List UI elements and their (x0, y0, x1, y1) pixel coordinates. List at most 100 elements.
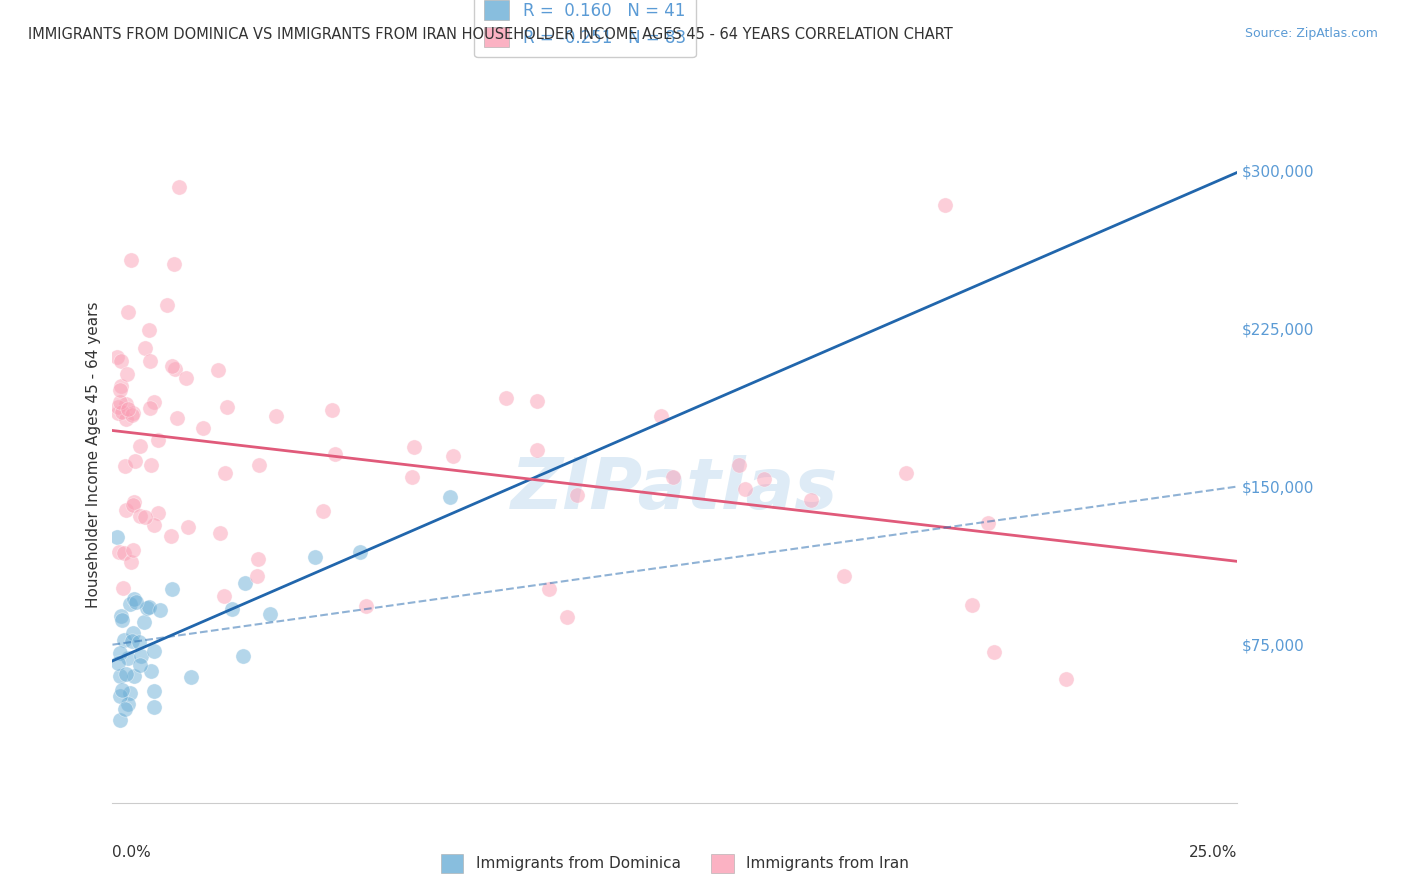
Point (141, 664, 163, 678)
Point (304, 550, 326, 565)
Point (734, 482, 756, 496)
Point (117, 650, 139, 665)
Point (107, 351, 129, 365)
Point (149, 603, 172, 617)
Point (124, 454, 146, 468)
Point (650, 409, 672, 423)
Legend: Immigrants from Dominica, Immigrants from Iran: Immigrants from Dominica, Immigrants fro… (434, 847, 915, 879)
Point (120, 686, 142, 700)
Point (160, 529, 183, 543)
Point (129, 657, 152, 672)
Point (323, 447, 346, 461)
Point (177, 519, 200, 533)
Point (121, 633, 143, 648)
Point (143, 644, 166, 658)
Point (212, 589, 235, 603)
Point (108, 544, 131, 558)
Point (402, 440, 425, 454)
Point (120, 252, 142, 267)
Point (121, 626, 143, 640)
Text: 0.0%: 0.0% (112, 845, 152, 860)
Point (129, 439, 152, 453)
Point (495, 392, 517, 406)
Point (727, 458, 749, 472)
Point (108, 647, 131, 661)
Point (217, 400, 239, 414)
Point (264, 409, 287, 423)
Point (167, 179, 190, 194)
Point (166, 411, 188, 425)
Point (108, 668, 131, 682)
Point (555, 609, 578, 624)
Point (233, 575, 256, 590)
Point (112, 632, 135, 647)
Point (107, 400, 129, 414)
Point (142, 700, 165, 714)
Point (117, 698, 139, 712)
Point (155, 298, 177, 312)
Point (354, 599, 377, 613)
Point (122, 495, 145, 509)
Point (754, 472, 776, 486)
Point (135, 601, 157, 615)
Point (894, 467, 917, 481)
Point (115, 503, 138, 517)
Point (214, 467, 236, 481)
Point (110, 378, 132, 392)
Point (115, 667, 138, 681)
Point (141, 458, 163, 473)
Point (526, 393, 548, 408)
Point (142, 518, 165, 533)
Point (800, 492, 823, 507)
Point (246, 568, 269, 582)
Point (259, 607, 281, 621)
Text: ZIPatlas: ZIPatlas (512, 455, 838, 524)
Point (1054, 672, 1077, 686)
Point (122, 669, 145, 683)
Point (112, 546, 135, 560)
Point (138, 323, 160, 337)
Point (118, 597, 141, 611)
Point (148, 433, 170, 447)
Point (110, 689, 132, 703)
Point (538, 582, 561, 597)
Text: 25.0%: 25.0% (1189, 845, 1237, 860)
Point (401, 470, 423, 484)
Point (191, 421, 214, 435)
Point (107, 406, 129, 420)
Point (122, 543, 145, 558)
Point (111, 581, 134, 595)
Point (441, 449, 464, 463)
Point (143, 684, 166, 698)
Point (111, 405, 134, 419)
Point (232, 649, 254, 664)
Point (208, 525, 231, 540)
Y-axis label: Householder Income Ages 45 - 64 years: Householder Income Ages 45 - 64 years (86, 301, 101, 608)
Point (124, 591, 146, 606)
Point (247, 458, 270, 472)
Point (160, 582, 183, 596)
Point (138, 354, 160, 368)
Point (439, 490, 461, 504)
Point (111, 613, 134, 627)
Point (934, 198, 956, 212)
Point (163, 257, 186, 271)
Point (115, 411, 138, 425)
Point (134, 509, 156, 524)
Point (143, 394, 166, 409)
Point (321, 403, 343, 417)
Point (221, 602, 243, 616)
Point (108, 395, 131, 409)
Point (110, 608, 132, 623)
Point (138, 600, 160, 615)
Point (120, 555, 142, 569)
Point (110, 383, 132, 397)
Point (129, 648, 152, 663)
Point (107, 657, 129, 671)
Point (983, 645, 1005, 659)
Point (180, 670, 202, 684)
Point (128, 635, 150, 649)
Point (121, 408, 143, 422)
Point (110, 354, 132, 368)
Point (977, 516, 1000, 531)
